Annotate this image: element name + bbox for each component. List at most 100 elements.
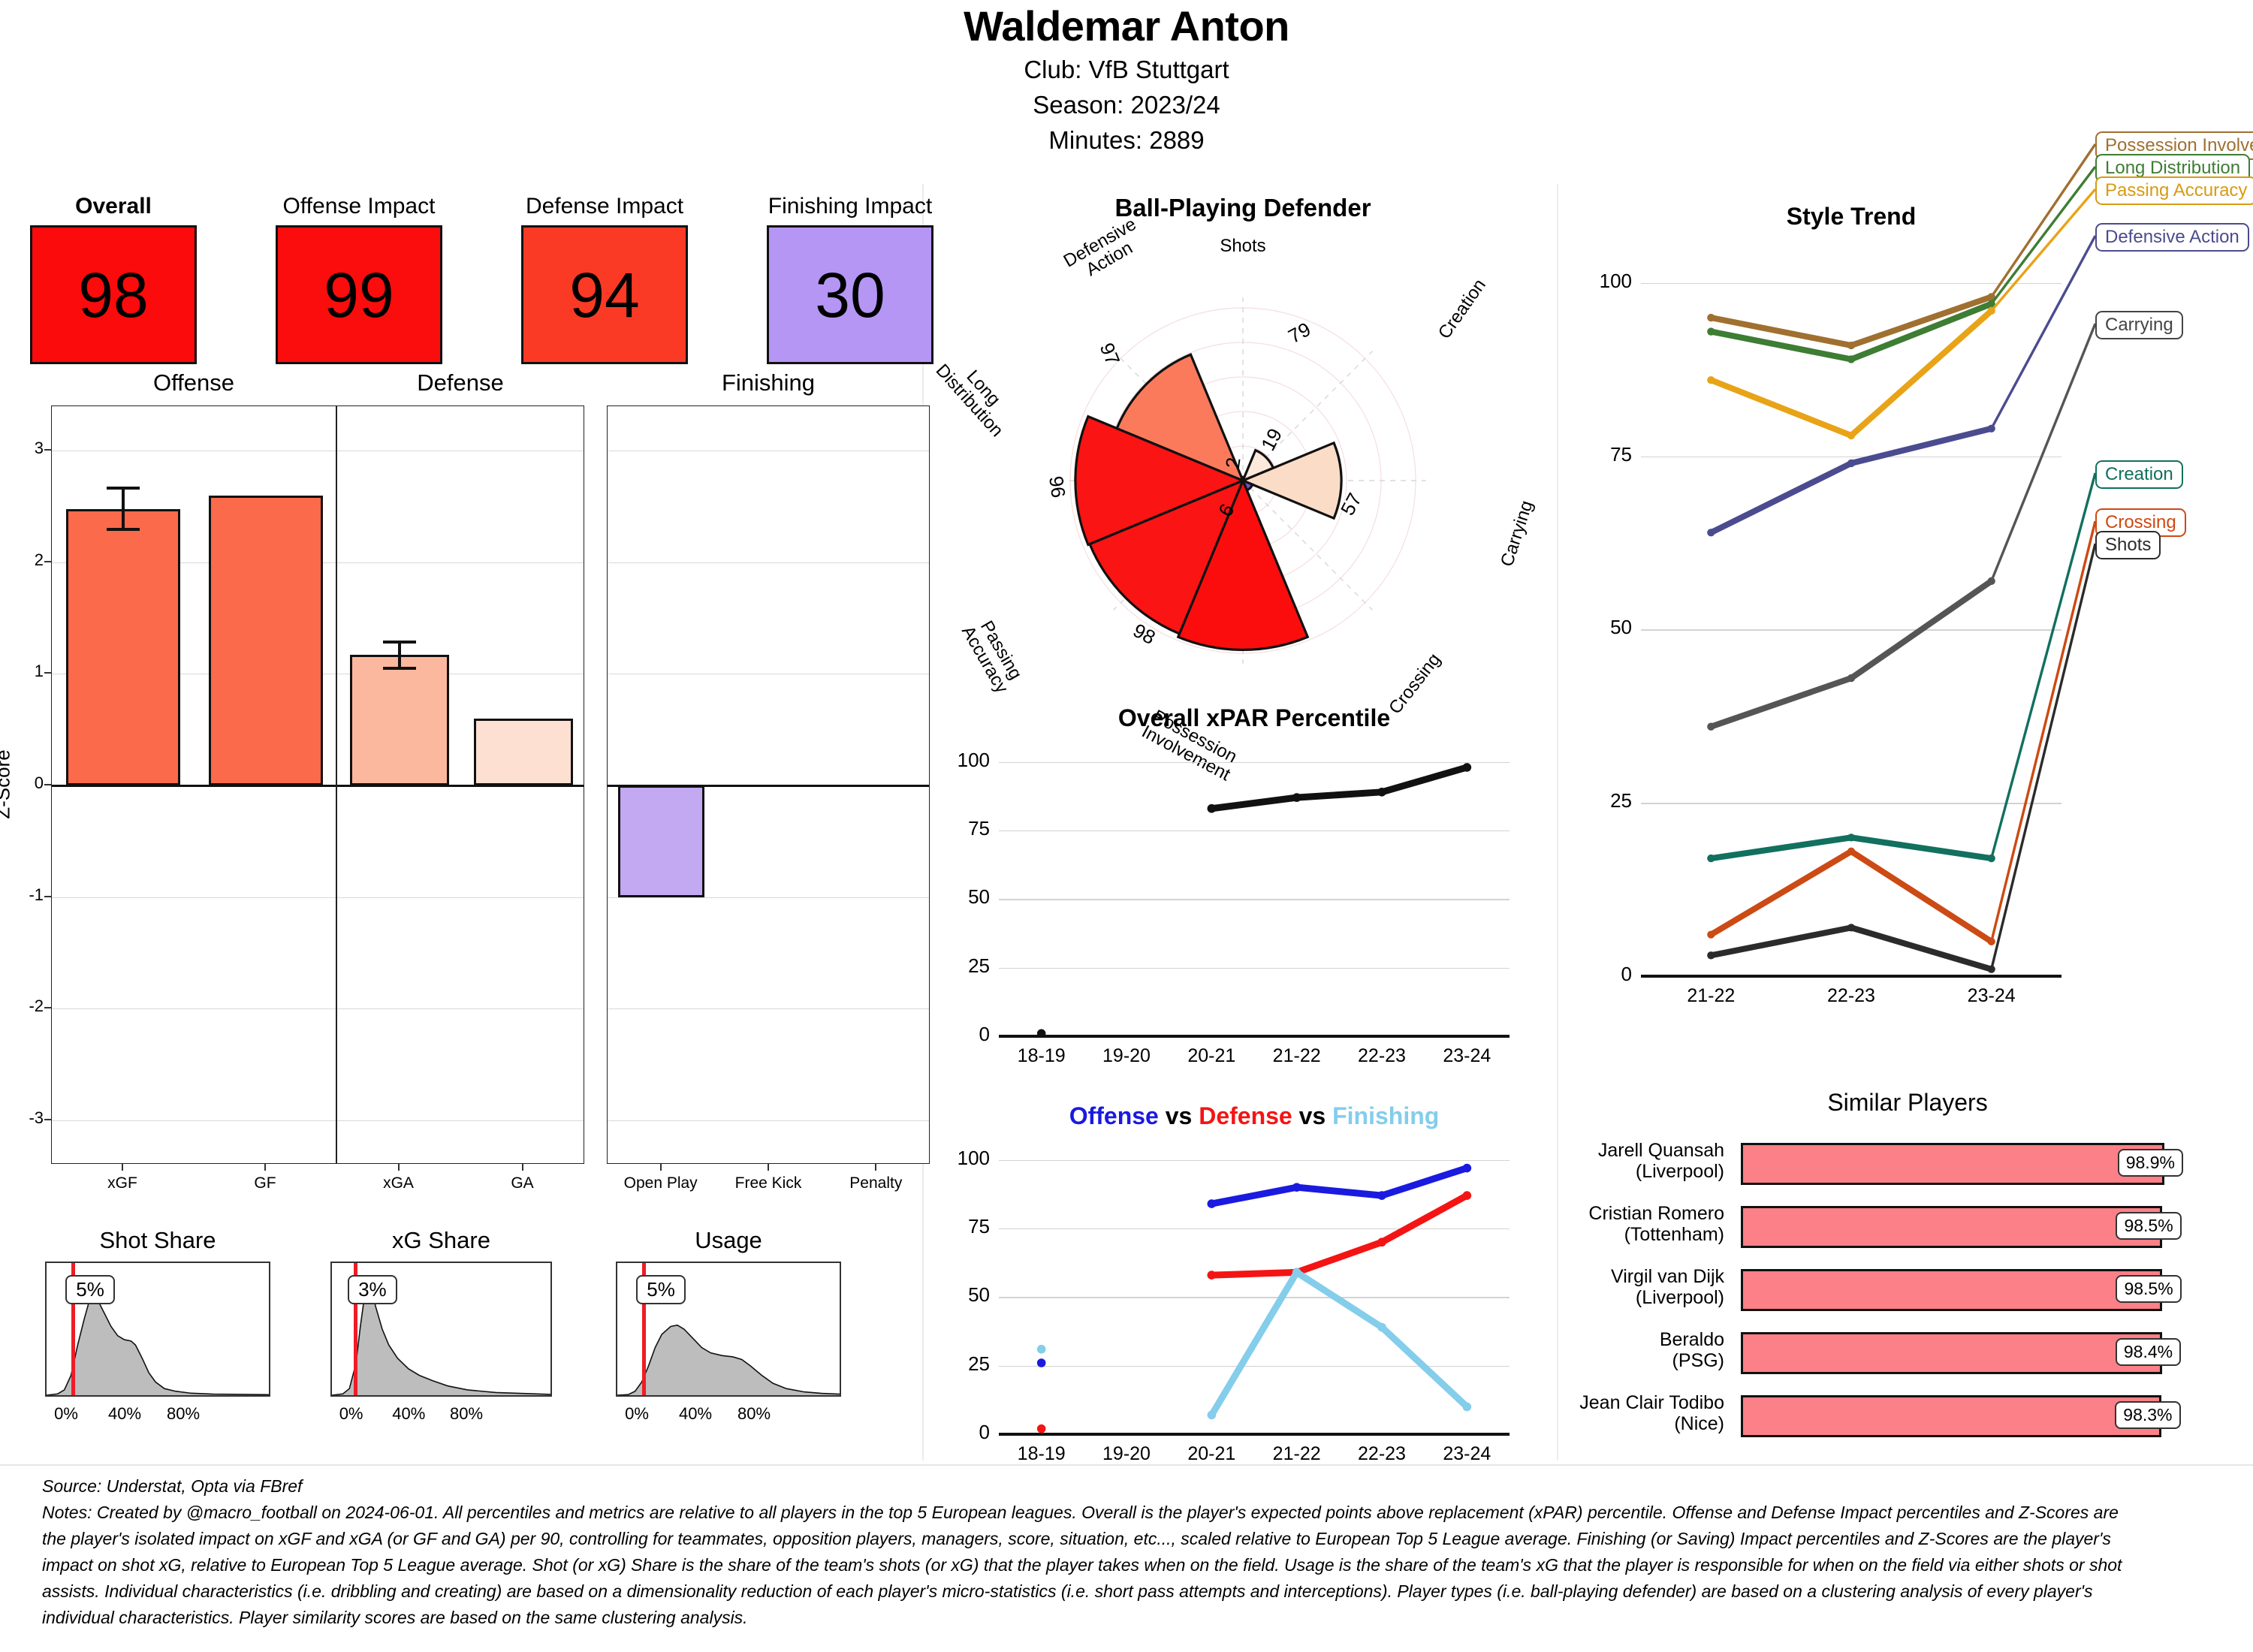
chart-title-xg-share: xG Share [392, 1227, 490, 1253]
series-label-carrying: Carrying [2095, 311, 2183, 339]
error-bar [397, 640, 401, 670]
x-axis-label: 0% [54, 1404, 78, 1423]
y-tick-label: 0 [979, 1421, 990, 1443]
data-point [1987, 424, 1995, 433]
similarity-value: 98.3% [2115, 1401, 2181, 1429]
gridline [999, 967, 1510, 969]
data-point [1377, 788, 1386, 797]
y-tick-label: 100 [957, 748, 990, 771]
data-point [1292, 1183, 1301, 1192]
line-series-shots [1708, 924, 1995, 972]
x-tick [659, 1164, 662, 1171]
radar-wedge-carrying [1239, 441, 1343, 520]
y-tick [44, 672, 51, 674]
similarity-value: 98.9% [2117, 1149, 2183, 1177]
series-label-defensive-action: Defensive Action [2095, 223, 2249, 252]
data-point [1292, 793, 1301, 802]
x-axis-label: 0% [625, 1404, 649, 1423]
chart-title: Offense vs Defense vs Finishing [1069, 1102, 1440, 1129]
radar-axis-label-shots: Shots [1220, 236, 1266, 256]
gridline [999, 1159, 1510, 1162]
data-point [1847, 341, 1856, 350]
x-tick-label: 20-21 [1187, 1045, 1236, 1066]
y-tick [44, 895, 51, 897]
data-point [1462, 1191, 1472, 1200]
data-point [1847, 355, 1856, 363]
line-series-passing-accuracy [1708, 307, 1995, 439]
zscore-plot-finishing [607, 405, 930, 1164]
x-tick-label: 20-21 [1187, 1443, 1236, 1464]
data-point [1377, 1191, 1386, 1200]
y-tick-label: 3 [34, 439, 44, 458]
gridline [999, 1297, 1510, 1298]
similar-player-name: Cristian Romero (Tottenham) [1588, 1203, 1724, 1245]
chart-title-defense: Defense [417, 369, 504, 396]
y-tick [44, 1118, 51, 1120]
footer-notes-2: the player's isolated impact on xGF and … [42, 1528, 2111, 1548]
data-point [1707, 313, 1715, 322]
x-axis-label: 0% [339, 1404, 363, 1423]
gridline [337, 897, 584, 898]
chart-title: Overall xPAR Percentile [999, 704, 1510, 732]
x-axis-label: 40% [678, 1404, 713, 1423]
radar-value-passing-accuracy: 96 [1045, 474, 1071, 499]
similarity-bar [1741, 1206, 2163, 1248]
data-point [1207, 1271, 1217, 1280]
score-card-label: Offense Impact [282, 194, 436, 219]
data-point [1207, 803, 1217, 813]
error-bar-cap [107, 486, 140, 490]
line-plot-area [999, 751, 1510, 1038]
x-tick-label: 21-22 [1272, 1045, 1321, 1066]
score-card-label: Defense Impact [525, 194, 684, 219]
data-point [1987, 854, 1995, 863]
series-label-passing-accuracy: Passing Accuracy [2095, 176, 2253, 205]
y-tick-label: 50 [968, 1283, 990, 1307]
score-card-value: 94 [521, 225, 688, 364]
similarity-bar [1741, 1269, 2163, 1311]
similarity-bar [1741, 1395, 2162, 1437]
bar-ga [473, 718, 573, 785]
data-point [1987, 965, 1995, 973]
error-bar-cap [107, 528, 140, 532]
x-tick-label: 19-20 [1102, 1045, 1151, 1066]
footer-notes: Source: Understat, Opta via FBref Notes:… [42, 1473, 2182, 1631]
x-axis-label: 80% [737, 1404, 771, 1423]
data-point [1987, 577, 1995, 586]
gridline [608, 562, 929, 563]
gridline [999, 830, 1510, 832]
x-axis-label: Open Play [623, 1174, 698, 1192]
x-axis-line [999, 1433, 1510, 1436]
y-tick-label: 25 [968, 954, 990, 977]
y-tick-label: 75 [968, 1214, 990, 1237]
data-point [1987, 937, 1995, 946]
score-card-defense-impact: Defense Impact 94 [521, 194, 688, 364]
radar-wedge-defensive-action [1115, 353, 1245, 483]
x-axis-label: GA [511, 1174, 534, 1192]
gridline [999, 1228, 1510, 1230]
gridline [1641, 456, 2061, 458]
similar-player-row: Cristian Romero (Tottenham) 98.5% [1577, 1203, 2238, 1251]
chart-title-shot-share: Shot Share [99, 1227, 216, 1253]
gridline [999, 1365, 1510, 1367]
data-point [1292, 1268, 1301, 1277]
value-badge: 3% [348, 1275, 397, 1304]
similar-player-row: Beraldo (PSG) 98.4% [1577, 1329, 2238, 1377]
player-header: Waldemar Anton Club: VfB Stuttgart Seaso… [0, 4, 2253, 155]
x-axis-label: Free Kick [734, 1174, 802, 1192]
x-tick-label: 21-22 [1272, 1443, 1321, 1464]
score-card-value: 30 [767, 225, 933, 364]
gridline [999, 899, 1510, 900]
data-point [1987, 306, 1995, 315]
player-value-marker [641, 1263, 646, 1395]
chart-title-finishing: Finishing [721, 369, 816, 396]
x-tick-label: 19-20 [1102, 1443, 1151, 1464]
y-tick-label: 0 [34, 773, 44, 792]
y-tick-label: 25 [1610, 789, 1632, 812]
error-bar-cap [382, 666, 416, 670]
data-point [1707, 951, 1715, 960]
data-point [1377, 1322, 1386, 1332]
y-tick-label: 0 [1621, 963, 1632, 985]
data-point [1036, 1424, 1046, 1433]
x-tick-label: 22-23 [1358, 1045, 1406, 1066]
